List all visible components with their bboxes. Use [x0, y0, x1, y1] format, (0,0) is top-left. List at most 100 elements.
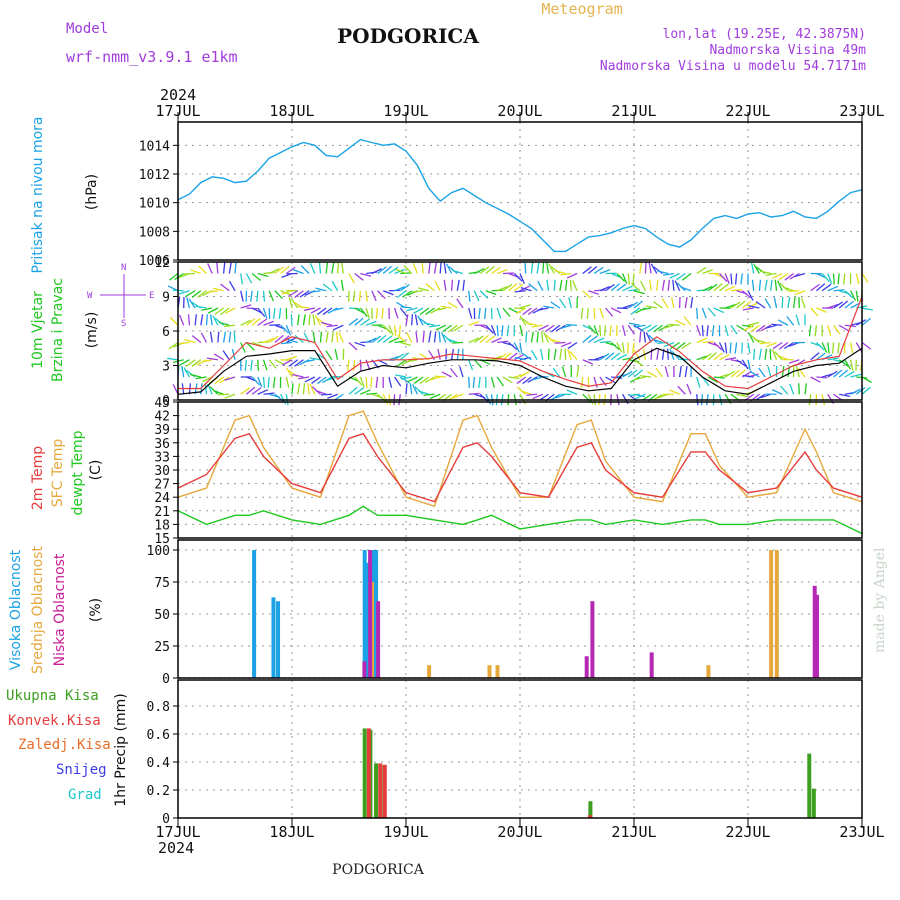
- mid-cloud-bar: [769, 550, 774, 678]
- wind-arrow: [228, 331, 232, 343]
- wind-arrow: [582, 359, 594, 365]
- wind-arrow: [690, 297, 694, 309]
- wind-arrow: [724, 370, 735, 378]
- wind-arrow: [674, 280, 681, 292]
- wind-arrow: [657, 270, 669, 275]
- wind-arrow: [798, 383, 800, 395]
- convective-precip-bar: [366, 728, 371, 818]
- wind-arrow: [567, 349, 572, 360]
- wind-arrow: [257, 272, 269, 278]
- wind-arrow: [649, 279, 652, 291]
- panel-frames: [173, 112, 863, 828]
- wind-arrow: [661, 279, 666, 291]
- mid-cloud-bar: [706, 665, 711, 678]
- wind-arrow: [246, 307, 258, 310]
- wind-arrow: [827, 273, 833, 285]
- wind-speed-line: [177, 347, 863, 395]
- wind-arrow: [515, 307, 527, 314]
- wind-arrow: [468, 392, 480, 395]
- wind-arrow: [787, 297, 791, 309]
- wind-arrow: [365, 320, 377, 326]
- wind-arrow: [707, 376, 719, 383]
- wind-arrow: [375, 307, 379, 320]
- low-cloud-bar: [812, 585, 817, 678]
- wind-arrow: [304, 376, 316, 383]
- wind-arrow: [850, 388, 861, 395]
- wind-arrow: [628, 288, 640, 292]
- wind-arrow: [473, 290, 480, 302]
- wind-arrow: [861, 341, 872, 350]
- wind-arrow: [544, 324, 555, 333]
- wind-arrow: [588, 290, 600, 295]
- wind-arrow: [286, 355, 298, 361]
- total-precip-bar: [807, 753, 812, 818]
- wind-arrow: [433, 262, 437, 274]
- wind-arrow: [359, 307, 368, 318]
- wind-arrow: [214, 317, 225, 326]
- xtick-label-top: 22JUL: [725, 102, 770, 120]
- wind-arrow: [322, 307, 333, 316]
- wind-ytick-label: 12: [154, 256, 170, 271]
- wind-arrow: [639, 262, 643, 274]
- wind-arrow: [216, 262, 219, 274]
- wind-arrow: [747, 322, 759, 326]
- wind-arrow: [640, 280, 646, 292]
- wind-arrow: [366, 392, 378, 395]
- wind-arrow: [443, 262, 447, 274]
- wind-arrow: [217, 331, 220, 343]
- wind-arrow: [814, 325, 818, 337]
- wind-arrow: [428, 331, 432, 343]
- wind-arrow: [827, 357, 839, 361]
- wind-arrow: [684, 297, 688, 309]
- wind-arrow: [724, 342, 728, 354]
- wind-arrow: [354, 272, 364, 281]
- wind-arrow: [561, 366, 567, 378]
- pressure-ytick-label: 1010: [139, 197, 170, 212]
- wind-arrow: [326, 324, 338, 328]
- wind-arrow: [696, 325, 702, 336]
- wind-arrow: [833, 289, 845, 292]
- wind-arrow: [285, 266, 296, 275]
- low-cloud-bar: [362, 661, 367, 678]
- wind-arrow: [456, 298, 464, 309]
- xtick-label-top: 19JUL: [383, 102, 428, 120]
- wind-arrow: [178, 290, 190, 295]
- wind-arrow: [640, 324, 652, 331]
- wind-arrow: [653, 301, 663, 309]
- wind-arrow: [788, 359, 800, 364]
- wind-arrow: [257, 376, 263, 388]
- wind-arrow: [213, 389, 224, 395]
- wind-arrow: [382, 265, 393, 274]
- wind-arrow: [354, 387, 364, 395]
- wind-arrow: [452, 393, 464, 399]
- wind-arrow: [288, 359, 299, 367]
- wind-arrow: [844, 370, 855, 378]
- wind-arrow: [635, 393, 646, 400]
- wind-arrow: [406, 307, 418, 312]
- wind-arrow: [491, 337, 502, 344]
- wind-arrow: [209, 314, 213, 326]
- wind-arrow: [394, 353, 405, 361]
- temp-ytick-label: 21: [154, 505, 170, 520]
- wind-arrow: [702, 341, 714, 344]
- low-cloud-bar: [368, 550, 373, 678]
- wind-arrow: [407, 376, 418, 383]
- wind-arrow: [185, 290, 196, 297]
- wind-arrow: [530, 331, 534, 343]
- wind-arrow: [240, 304, 252, 309]
- wind-arrow: [643, 331, 647, 343]
- wind-arrow: [377, 290, 386, 299]
- wind-arrow: [333, 324, 344, 331]
- wind-arrow: [419, 376, 430, 385]
- wind-arrow: [781, 366, 785, 378]
- wind-arrow: [743, 324, 754, 331]
- wind-arrow: [593, 337, 605, 344]
- wind-arrow: [412, 384, 418, 395]
- wind-arrow: [348, 342, 358, 351]
- wind-arrow: [268, 290, 274, 302]
- wind-arrow: [479, 266, 490, 275]
- wind-arrow: [783, 341, 794, 349]
- wind-arrow: [502, 307, 511, 317]
- wind-arrow: [736, 359, 746, 367]
- wind-arrow: [508, 352, 518, 361]
